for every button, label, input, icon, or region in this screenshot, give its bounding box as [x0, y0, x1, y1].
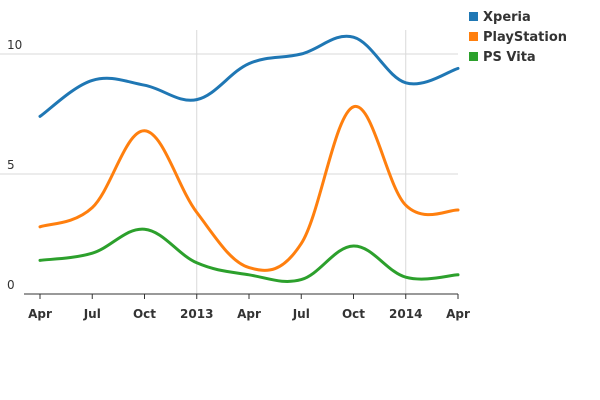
x-tick-label: Jul	[292, 307, 310, 321]
x-tick-label: Apr	[237, 307, 261, 321]
x-tick-label: Oct	[342, 307, 365, 321]
legend-swatch-ps-vita	[469, 52, 478, 61]
x-tick-label: Apr	[28, 307, 52, 321]
axes: 0 5 10 Apr Jul Oct 2013 Apr Jul Oct 2014 Apr	[7, 38, 470, 321]
series-line-playstation	[38, 105, 460, 272]
legend-label-playstation: PlayStation	[483, 30, 567, 45]
x-tick-label: Jul	[83, 307, 101, 321]
series-line-xperia	[38, 34, 460, 118]
legend-label-ps-vita: PS Vita	[483, 50, 536, 65]
x-tick-label: Oct	[133, 307, 156, 321]
x-tick-label: Apr	[446, 307, 470, 321]
legend-label-xperia: Xperia	[483, 10, 531, 25]
legend-swatch-playstation	[469, 32, 478, 41]
y-tick-label: 10	[7, 38, 22, 52]
x-tick-label: 2014	[389, 307, 422, 321]
grid	[0, 30, 458, 294]
series-lines	[38, 34, 460, 283]
legend: Xperia PlayStation PS Vita	[469, 10, 567, 65]
legend-swatch-xperia	[469, 12, 478, 21]
x-tick-label: 2013	[180, 307, 213, 321]
series-line-ps-vita	[38, 227, 460, 283]
y-tick-label: 5	[7, 158, 15, 172]
y-tick-label: 0	[7, 278, 15, 292]
